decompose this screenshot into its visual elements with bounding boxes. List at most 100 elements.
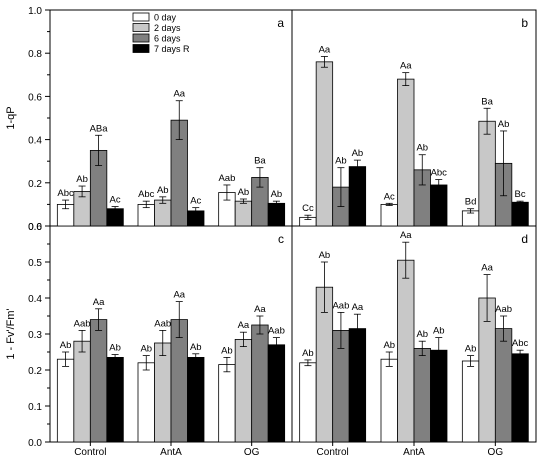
bar-data-label: Aab: [74, 318, 91, 329]
legend-label: 2 days: [154, 23, 181, 33]
bar-data-label: Aab: [495, 304, 512, 315]
y-tick-label: 0.4: [28, 294, 42, 305]
bar: [267, 344, 286, 443]
legend-swatch: [132, 44, 150, 53]
bar: [348, 328, 367, 443]
bar-data-label: Abc: [57, 188, 74, 199]
bar-data-label: Ab: [238, 187, 250, 198]
bar-data-label: Abc: [512, 338, 529, 349]
bar: [73, 340, 91, 443]
bar-data-label: Ac: [110, 195, 121, 206]
bar-data-label: Ab: [190, 342, 202, 353]
bar-data-label: Bd: [465, 197, 477, 208]
bar: [511, 201, 529, 227]
bar: [89, 319, 108, 443]
y-axis-label: 1 - Fv'/Fm': [5, 308, 17, 359]
bar-data-label: Aa: [352, 302, 364, 313]
y-tick-label: 0.4: [28, 136, 42, 147]
panel-letter: b: [521, 16, 528, 30]
y-tick-label: 0.0: [28, 438, 42, 449]
legend-label: 7 days R: [154, 44, 190, 54]
bar-data-label: ABa: [90, 123, 109, 134]
bar-data-label: Ac: [384, 191, 395, 202]
bar-data-label: Ab: [302, 348, 314, 359]
bar-data-label: Aab: [332, 300, 349, 311]
bar: [106, 356, 124, 443]
bar-data-label: Ab: [465, 344, 477, 355]
bar-data-label: Abc: [138, 189, 155, 200]
legend-swatch: [132, 12, 150, 22]
bar: [187, 356, 205, 443]
bar-data-label: Ab: [498, 119, 510, 130]
bar-data-label: Ab: [109, 343, 121, 354]
legend-label: 6 days: [154, 34, 181, 44]
x-tick-label: OG: [244, 447, 260, 458]
bar-data-label: Aa: [481, 263, 493, 274]
y-axis-label: 1-qP: [5, 106, 17, 129]
bar-data-label: Ab: [76, 174, 88, 185]
bar-data-label: Ab: [416, 143, 428, 154]
bar: [137, 362, 155, 443]
bar-data-label: Ab: [60, 340, 72, 351]
bar-data-label: Aa: [319, 44, 331, 55]
bar: [299, 362, 317, 443]
legend-label: 0 day: [154, 13, 177, 23]
bar-data-label: Aab: [154, 318, 171, 329]
x-tick-label: AntA: [160, 447, 182, 458]
bar-data-label: Aa: [238, 320, 250, 331]
bar: [218, 364, 236, 443]
bar: [234, 338, 253, 443]
bar: [413, 347, 431, 443]
y-tick-label: 0.2: [28, 366, 42, 377]
x-tick-label: OG: [488, 447, 504, 458]
bar: [380, 358, 398, 443]
bar-data-label: Aab: [218, 173, 235, 184]
bar: [234, 200, 253, 227]
y-tick-label: 0.1: [28, 402, 42, 413]
bar-data-label: Ab: [352, 148, 364, 159]
bar: [56, 358, 75, 443]
bar: [511, 353, 529, 443]
bar: [494, 328, 513, 443]
y-tick-label: 0.6: [28, 222, 42, 233]
bar: [348, 166, 367, 227]
bar-data-label: Aa: [400, 61, 412, 72]
chart-text: 0.0 0.2 0.4 0.6 0.8 1.0 1-qP 0.0 0.1 0.2 0.3 0.4 0.5…: [5, 6, 529, 458]
bar: [267, 202, 286, 227]
x-tick-label: Control: [74, 447, 106, 458]
bar-data-label: Ab: [383, 340, 395, 351]
bar-data-label: Aa: [173, 290, 185, 301]
bar-data-label: Ac: [190, 196, 201, 207]
bar-marks: [56, 56, 529, 443]
bar: [315, 61, 334, 227]
bar-data-label: Cc: [302, 203, 314, 214]
bar-data-label: Aab: [268, 326, 285, 337]
bar-data-label: Ab: [140, 344, 152, 355]
bar: [106, 208, 124, 227]
bar: [478, 120, 496, 227]
bar-data-label: Ba: [254, 156, 266, 167]
bar: [154, 342, 172, 443]
y-tick-label: 0.5: [28, 258, 42, 269]
bar-data-label: Ab: [271, 189, 283, 200]
bar: [380, 203, 398, 227]
y-tick-label: 0.3: [28, 330, 42, 341]
bar-data-label: Ab: [416, 329, 428, 340]
bar: [430, 349, 448, 443]
panel-letter: c: [278, 232, 284, 246]
legend-swatch: [132, 33, 150, 43]
bar-data-label: Bc: [515, 189, 526, 200]
bar-data-label: Aa: [93, 297, 105, 308]
x-tick-label: AntA: [403, 447, 425, 458]
bar-data-label: Ab: [157, 185, 169, 196]
bar: [154, 199, 172, 227]
panel-letter: d: [521, 232, 528, 246]
bar-data-label: Aa: [254, 304, 266, 315]
bar-data-label: Abc: [431, 168, 448, 179]
y-tick-label: 0.2: [28, 179, 42, 190]
bar-data-label: Aa: [400, 230, 412, 241]
bar-data-label: Ab: [433, 326, 445, 337]
bar: [430, 184, 448, 227]
x-tick-label: Control: [317, 447, 349, 458]
